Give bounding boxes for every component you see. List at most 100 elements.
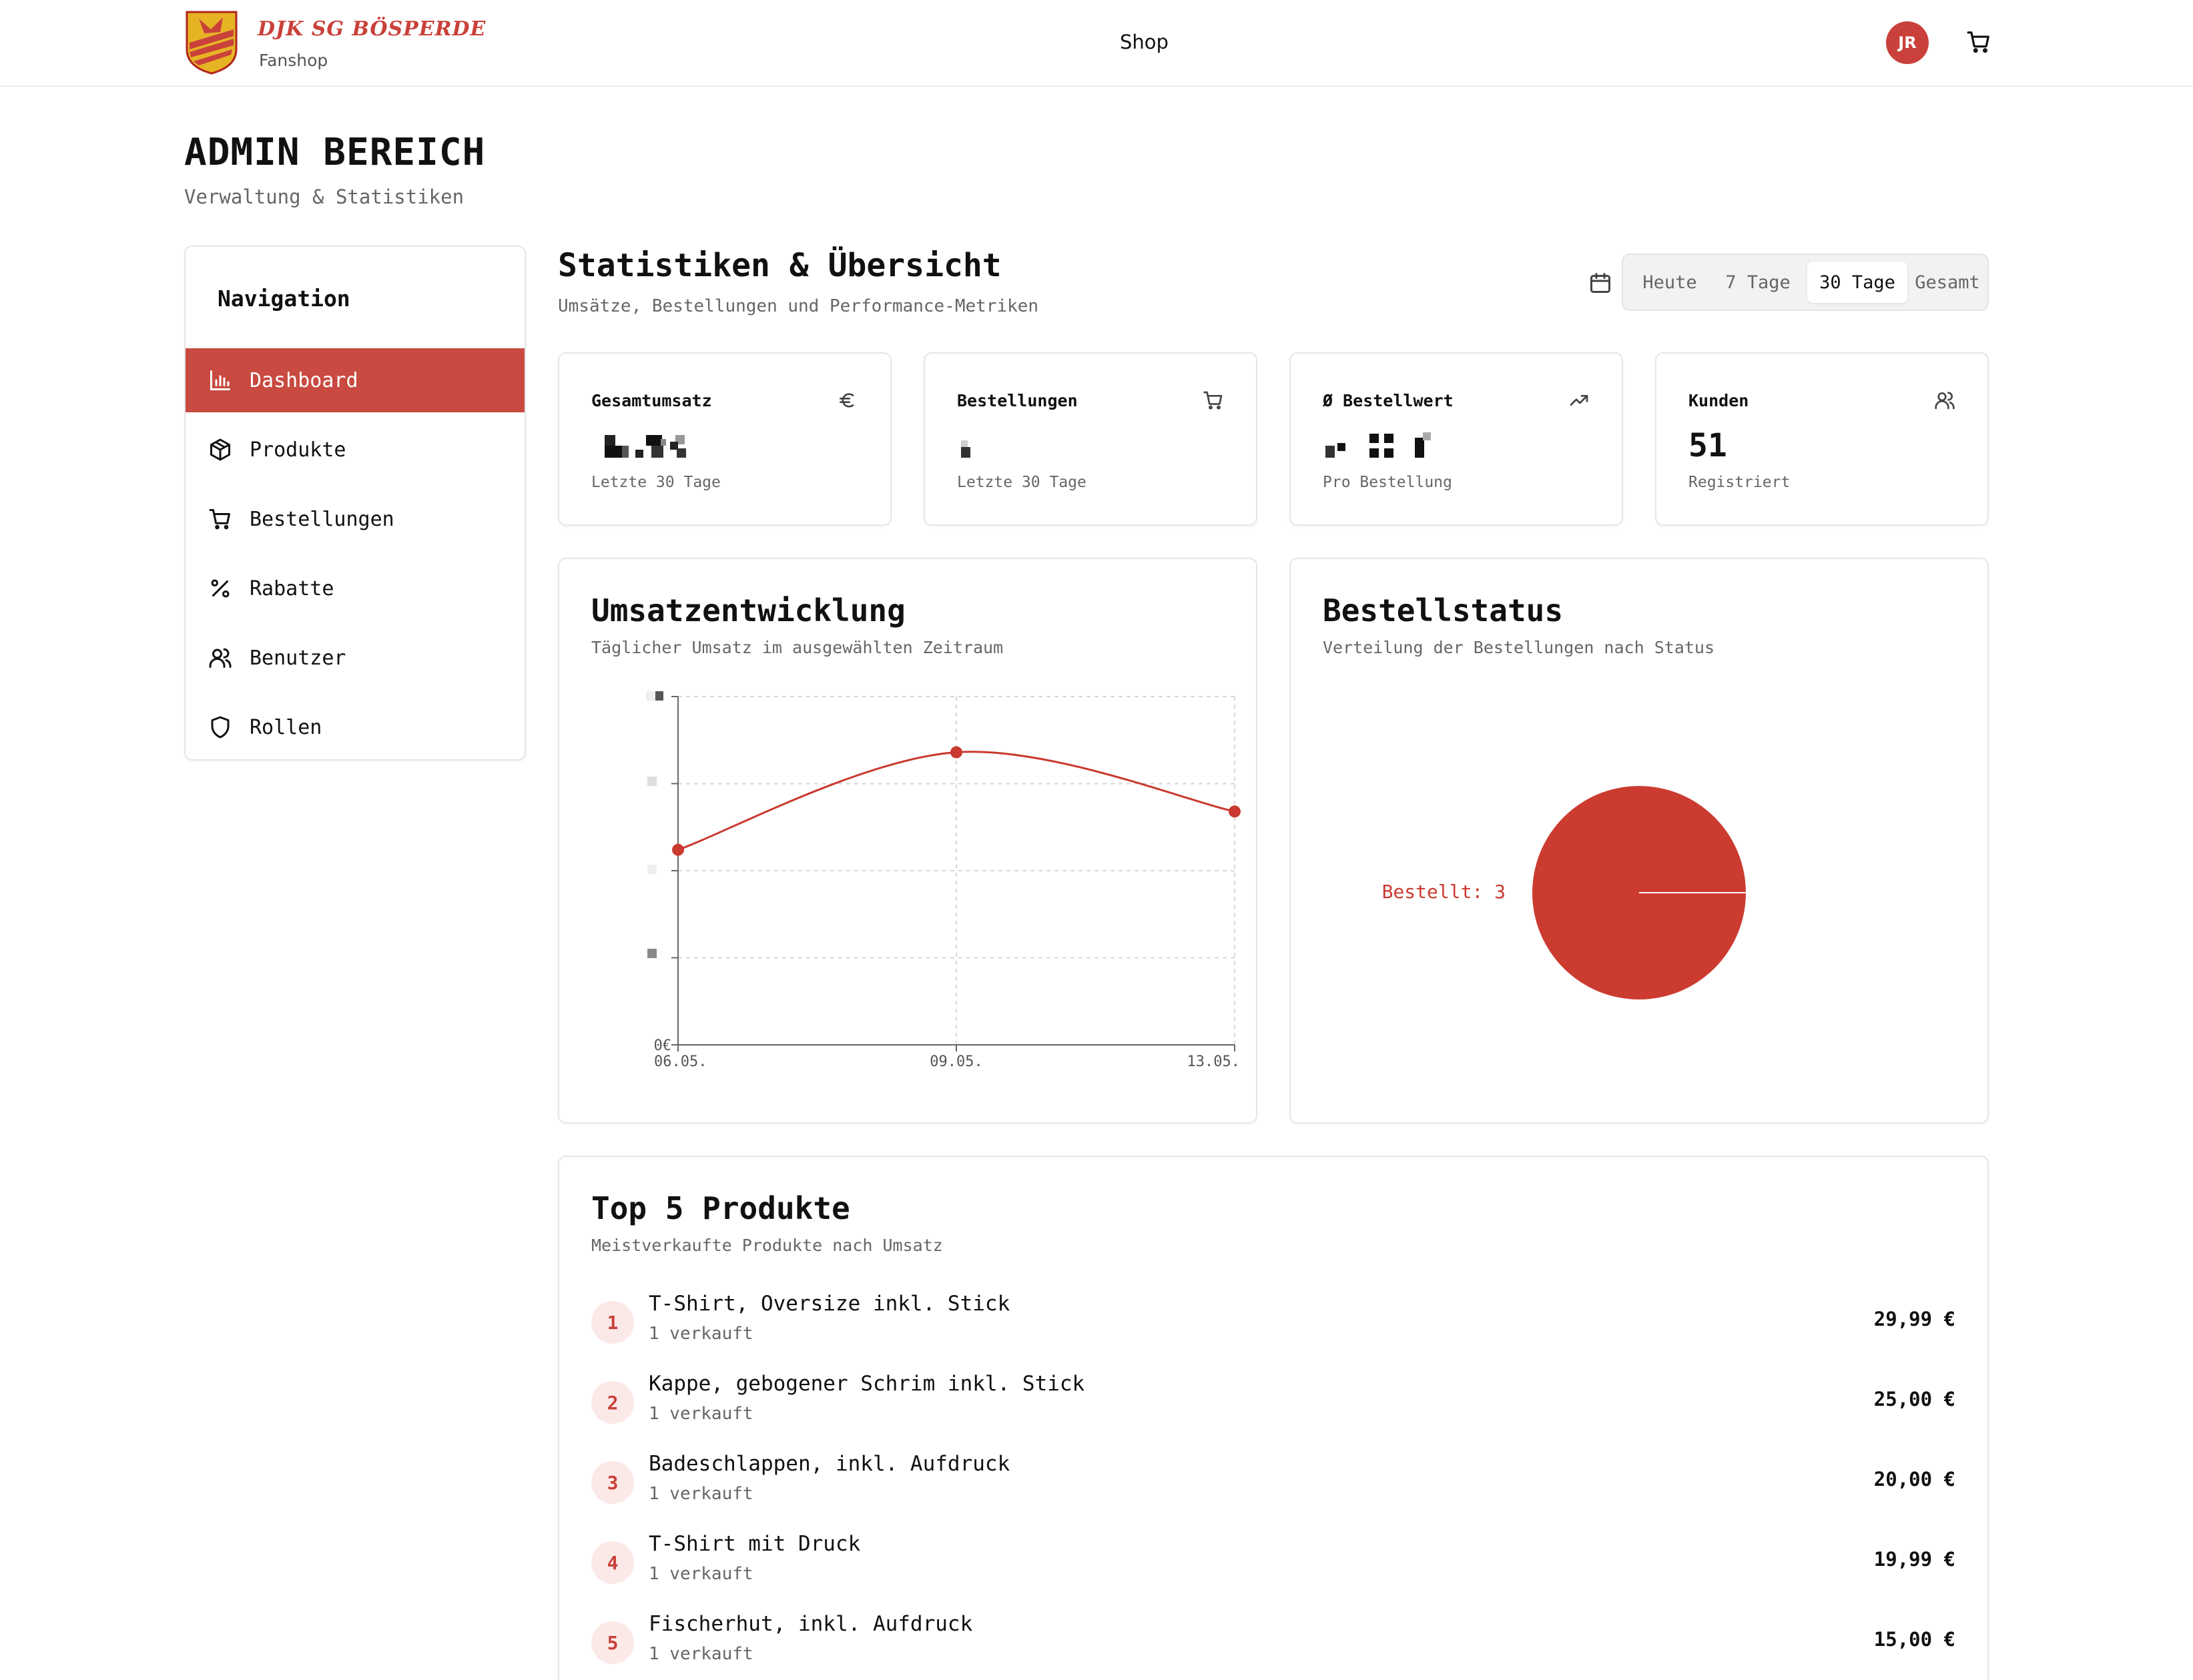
stat-description: Letzte 30 Tage — [957, 474, 1086, 491]
rank-badge: 4 — [591, 1541, 634, 1584]
sidebar-item-produkte[interactable]: Produkte — [186, 418, 525, 482]
avatar[interactable]: JR — [1886, 21, 1929, 64]
product-name: Badeschlappen, inkl. Aufdruck — [649, 1452, 1010, 1476]
sidebar-item-label: Bestellungen — [250, 507, 394, 531]
stat-description: Registriert — [1688, 474, 1791, 491]
x-tick-label: 06.05. — [654, 1054, 707, 1070]
panel-subtitle: Verteilung der Bestellungen nach Status — [1323, 638, 1714, 657]
range-7days-button[interactable]: 7 Tage — [1725, 272, 1791, 293]
stat-value: 51 — [1688, 427, 1727, 464]
stat-card-customers: Kunden 51 Registriert — [1655, 352, 1989, 526]
rank-badge: 2 — [591, 1381, 634, 1424]
data-point[interactable] — [1229, 805, 1241, 818]
stat-card-orders: Bestellungen Letzte 30 Tage — [924, 352, 1257, 526]
product-revenue: 29,99 € — [1873, 1308, 1955, 1330]
sidebar-item-dashboard[interactable]: Dashboard — [186, 348, 525, 412]
stat-label: Bestellungen — [957, 391, 1078, 410]
data-point[interactable] — [950, 746, 962, 759]
range-30days-button[interactable]: 30 Tage — [1807, 262, 1907, 303]
pie-slice-label: Bestellt: 3 — [1382, 881, 1506, 903]
cart-icon[interactable] — [1966, 29, 1991, 55]
product-revenue: 20,00 € — [1873, 1468, 1955, 1491]
rank-badge: 1 — [591, 1301, 634, 1344]
product-name: T-Shirt, Oversize inkl. Stick — [649, 1292, 1010, 1316]
product-sold-count: 1 verkauft — [649, 1564, 753, 1584]
product-name: Kappe, gebogener Schrim inkl. Stick — [649, 1372, 1085, 1396]
sidebar-item-rabatte[interactable]: Rabatte — [186, 556, 525, 620]
sidebar-item-label: Dashboard — [250, 368, 358, 392]
redacted-tick-label — [647, 777, 657, 786]
page-subtitle: Verwaltung & Statistiken — [184, 185, 464, 208]
product-revenue: 25,00 € — [1873, 1388, 1955, 1410]
stat-card-average-order: Ø Bestellwert Pro Bestellung — [1289, 352, 1623, 526]
sidebar-item-rollen[interactable]: Rollen — [186, 695, 525, 759]
bar-chart-icon — [210, 370, 230, 390]
sidebar-title: Navigation — [218, 286, 350, 312]
data-point[interactable] — [672, 843, 684, 856]
panel-title: Top 5 Produkte — [591, 1190, 850, 1226]
stat-label: Ø Bestellwert — [1323, 391, 1454, 410]
list-item[interactable]: 3 Badeschlappen, inkl. Aufdruck 1 verkau… — [591, 1452, 1955, 1519]
x-tick-label: 13.05. — [1187, 1054, 1240, 1070]
shield-icon — [211, 716, 230, 739]
nav-shop-link[interactable]: Shop — [1120, 31, 1169, 53]
order-status-pie-chart: Bestellt: 3 — [1382, 786, 1746, 999]
range-total-button[interactable]: Gesamt — [1915, 272, 1980, 293]
list-item[interactable]: 2 Kappe, gebogener Schrim inkl. Stick 1 … — [591, 1372, 1955, 1438]
trending-up-icon — [1570, 395, 1588, 406]
stat-description: Pro Bestellung — [1323, 474, 1452, 491]
package-icon — [210, 438, 230, 461]
sidebar-item-label: Rabatte — [250, 576, 334, 600]
redacted-tick-label — [647, 949, 657, 958]
order-status-panel: Bestellstatus Verteilung der Bestellunge… — [1289, 558, 1989, 1124]
panel-subtitle: Täglicher Umsatz im ausgewählten Zeitrau… — [591, 638, 1004, 657]
brand-subtitle: Fanshop — [259, 51, 328, 70]
revenue-chart-panel: Umsatzentwicklung Täglicher Umsatz im au… — [558, 558, 1257, 1124]
sidebar-item-label: Benutzer — [250, 646, 346, 670]
section-title: Statistiken & Übersicht — [558, 247, 1002, 284]
product-sold-count: 1 verkauft — [649, 1404, 753, 1424]
rank-badge: 5 — [591, 1621, 634, 1664]
redacted-tick-label — [647, 865, 657, 874]
panel-title: Umsatzentwicklung — [591, 592, 906, 628]
stat-label: Gesamtumsatz — [591, 391, 712, 410]
rank-badge: 3 — [591, 1461, 634, 1504]
revenue-line-chart: 06.05. 09.05. 13.05. 0€ — [646, 691, 1241, 1070]
y-tick-label: 0€ — [654, 1037, 672, 1054]
stat-card-revenue: Gesamtumsatz Letzte 30 Tage — [558, 352, 892, 526]
redacted-tick-label — [654, 691, 663, 701]
product-sold-count: 1 verkauft — [649, 1484, 753, 1504]
stat-label: Kunden — [1688, 391, 1749, 410]
top-header: DJK SG BÖSPERDE Fanshop Shop JR — [0, 0, 2193, 87]
page-title: ADMIN BEREICH — [184, 131, 486, 174]
sidebar-item-label: Produkte — [250, 438, 346, 462]
time-range-selector: Heute 7 Tage 30 Tage Gesamt — [1622, 254, 1989, 311]
sidebar-item-bestellungen[interactable]: Bestellungen — [186, 487, 525, 551]
club-logo[interactable] — [184, 9, 239, 75]
product-sold-count: 1 verkauft — [649, 1324, 753, 1344]
x-tick-label: 09.05. — [930, 1054, 982, 1070]
calendar-icon — [1590, 273, 1610, 293]
euro-icon — [840, 393, 854, 408]
list-item[interactable]: 5 Fischerhut, inkl. Aufdruck 1 verkauft … — [591, 1612, 1955, 1679]
brand-name[interactable]: DJK SG BÖSPERDE — [258, 17, 487, 41]
list-item[interactable]: 1 T-Shirt, Oversize inkl. Stick 1 verkau… — [591, 1292, 1955, 1358]
list-item[interactable]: 4 T-Shirt mit Druck 1 verkauft 19,99 € — [591, 1532, 1955, 1599]
section-subtitle: Umsätze, Bestellungen und Performance-Me… — [558, 296, 1039, 316]
panel-subtitle: Meistverkaufte Produkte nach Umsatz — [591, 1236, 943, 1255]
product-name: Fischerhut, inkl. Aufdruck — [649, 1612, 973, 1636]
product-sold-count: 1 verkauft — [649, 1644, 753, 1664]
redacted-tick-label — [646, 691, 655, 701]
users-icon — [1935, 392, 1955, 410]
cart-icon — [1203, 391, 1223, 410]
product-name: T-Shirt mit Druck — [649, 1532, 861, 1556]
top-products-panel: Top 5 Produkte Meistverkaufte Produkte n… — [558, 1156, 1989, 1680]
cart-icon — [209, 509, 230, 530]
sidebar-item-benutzer[interactable]: Benutzer — [186, 626, 525, 690]
percent-icon — [211, 579, 230, 598]
users-icon — [209, 648, 232, 668]
product-revenue: 19,99 € — [1873, 1548, 1955, 1571]
range-today-button[interactable]: Heute — [1642, 272, 1697, 293]
stat-description: Letzte 30 Tage — [591, 474, 721, 491]
product-revenue: 15,00 € — [1873, 1628, 1955, 1651]
